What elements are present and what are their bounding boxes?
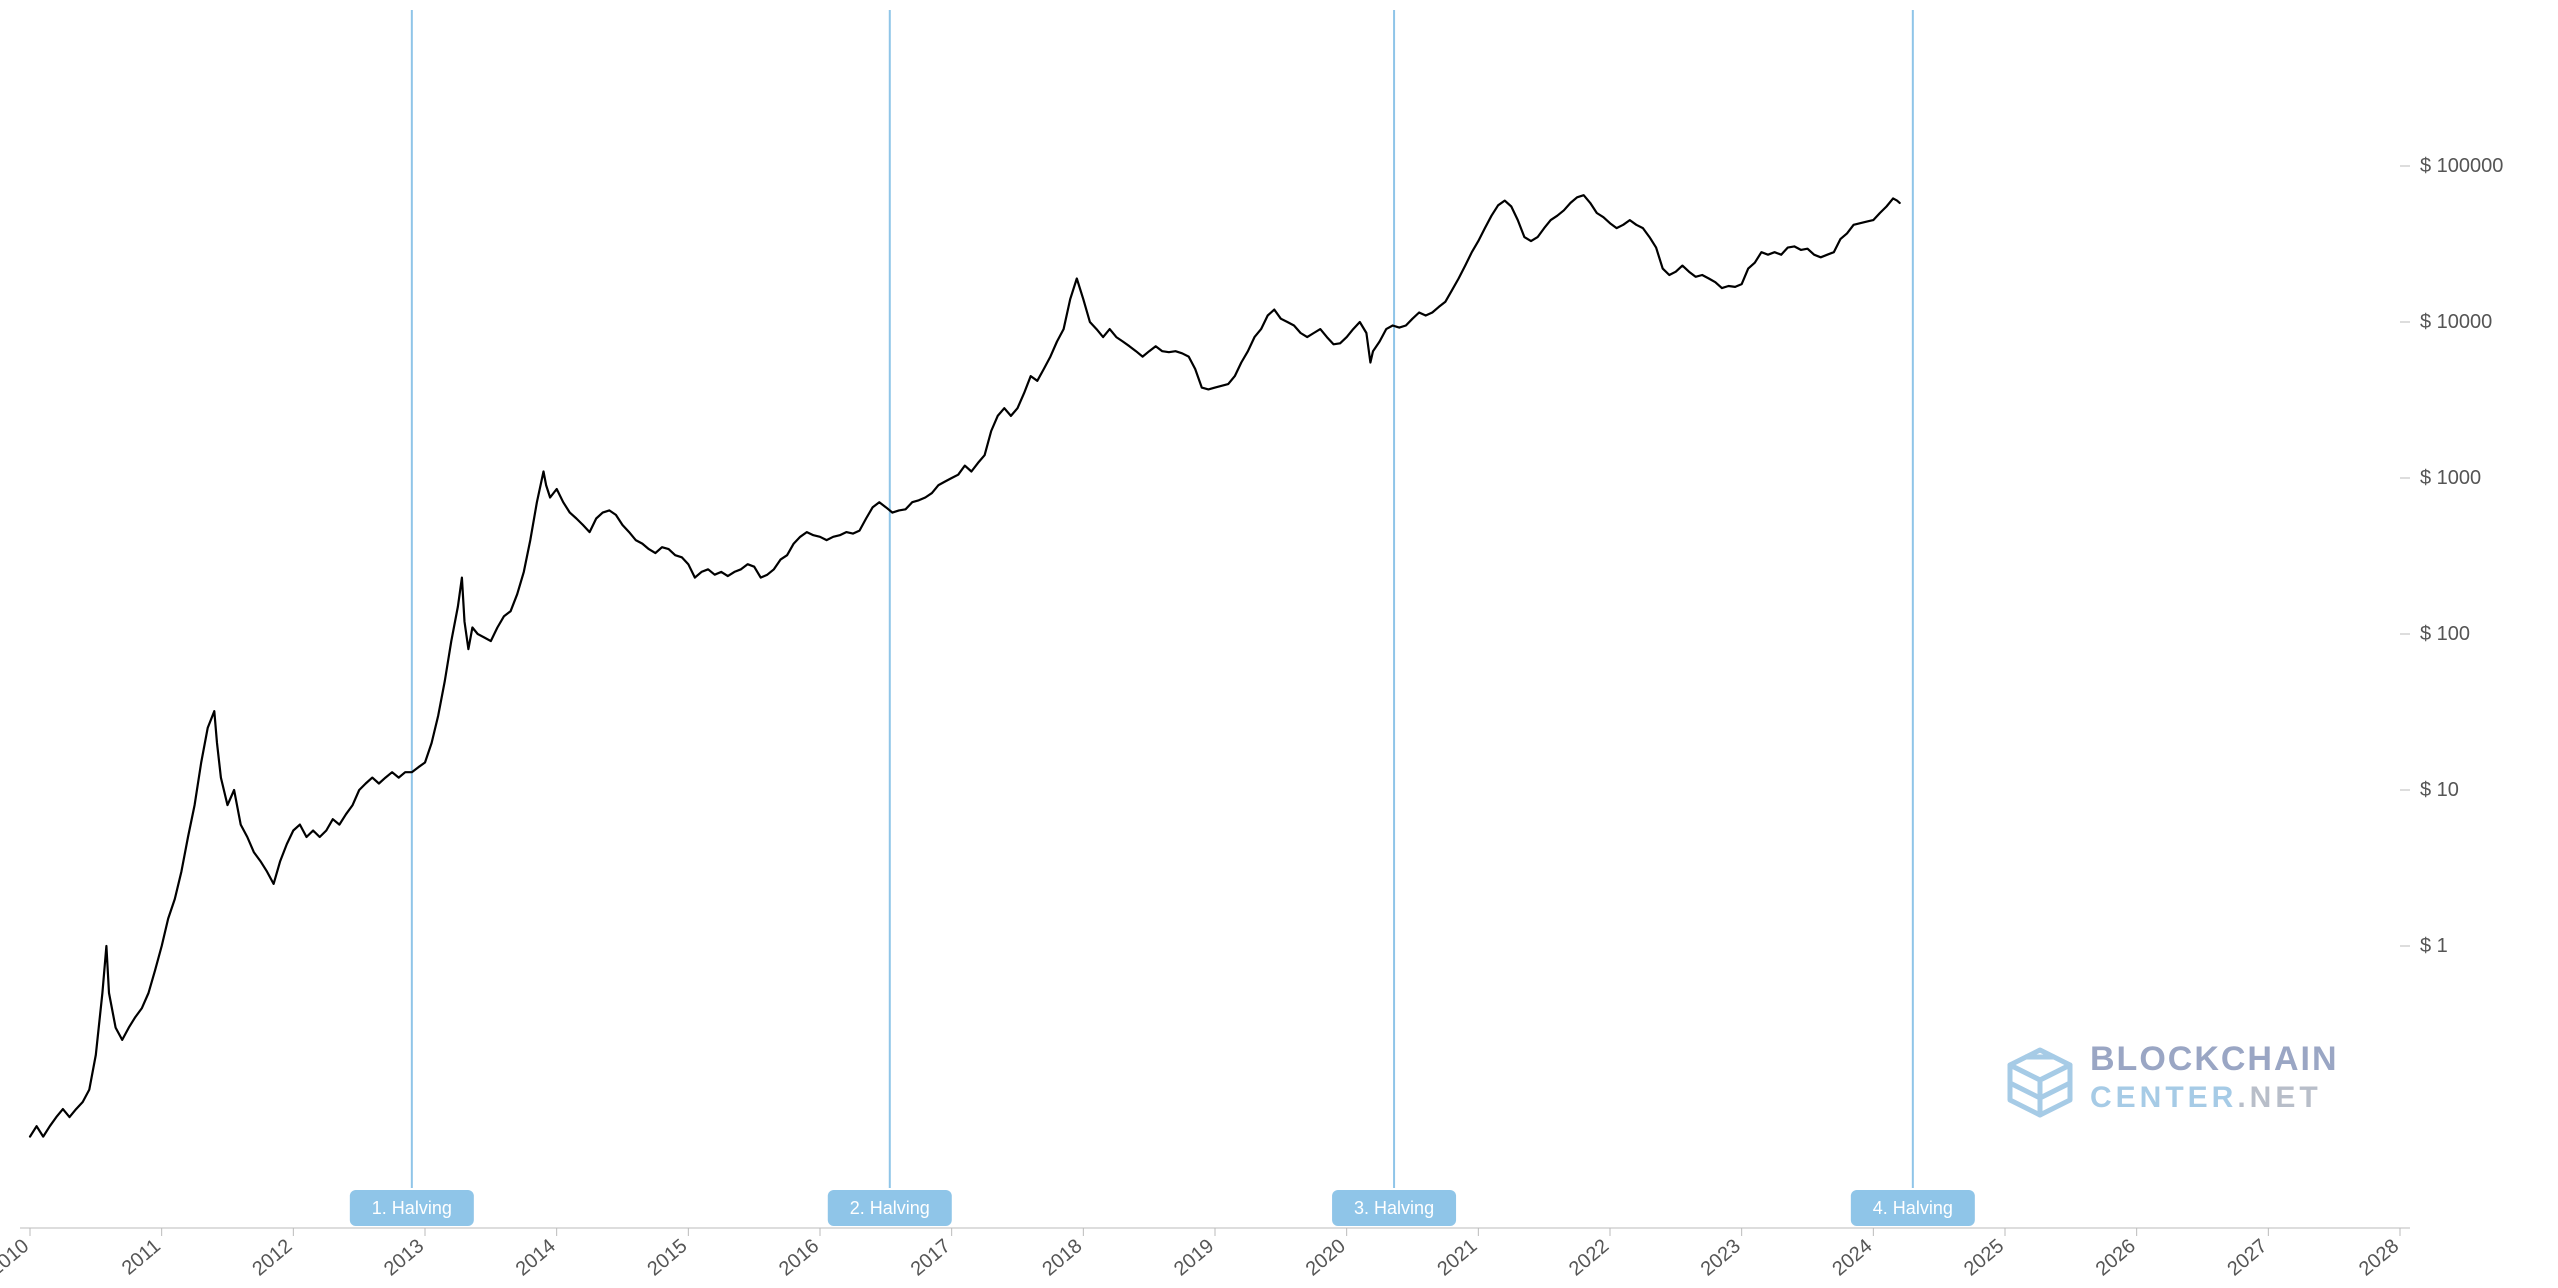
chart-svg: 1. Halving 2. Halving 3. Halving 4. Halving… [0, 0, 2558, 1288]
y-tick-label: $ 1000 [2420, 467, 2481, 489]
y-tick-label: $ 10000 [2420, 311, 2492, 333]
halving-label: 4. Halving [1873, 1198, 1953, 1218]
rainbow-chart: 1. Halving 2. Halving 3. Halving 4. Halving… [0, 0, 2558, 1288]
halving-label: 3. Halving [1354, 1198, 1434, 1218]
halving-label: 2. Halving [850, 1198, 930, 1218]
y-tick-label: $ 1 [2420, 935, 2448, 957]
watermark-line1: BLOCKCHAIN [2090, 1040, 2339, 1078]
y-tick-label: $ 100000 [2420, 155, 2503, 177]
y-tick-label: $ 100 [2420, 623, 2470, 645]
y-tick-label: $ 10 [2420, 779, 2459, 801]
halving-label: 1. Halving [372, 1198, 452, 1218]
watermark-line2: CENTER.NET [2090, 1081, 2322, 1114]
